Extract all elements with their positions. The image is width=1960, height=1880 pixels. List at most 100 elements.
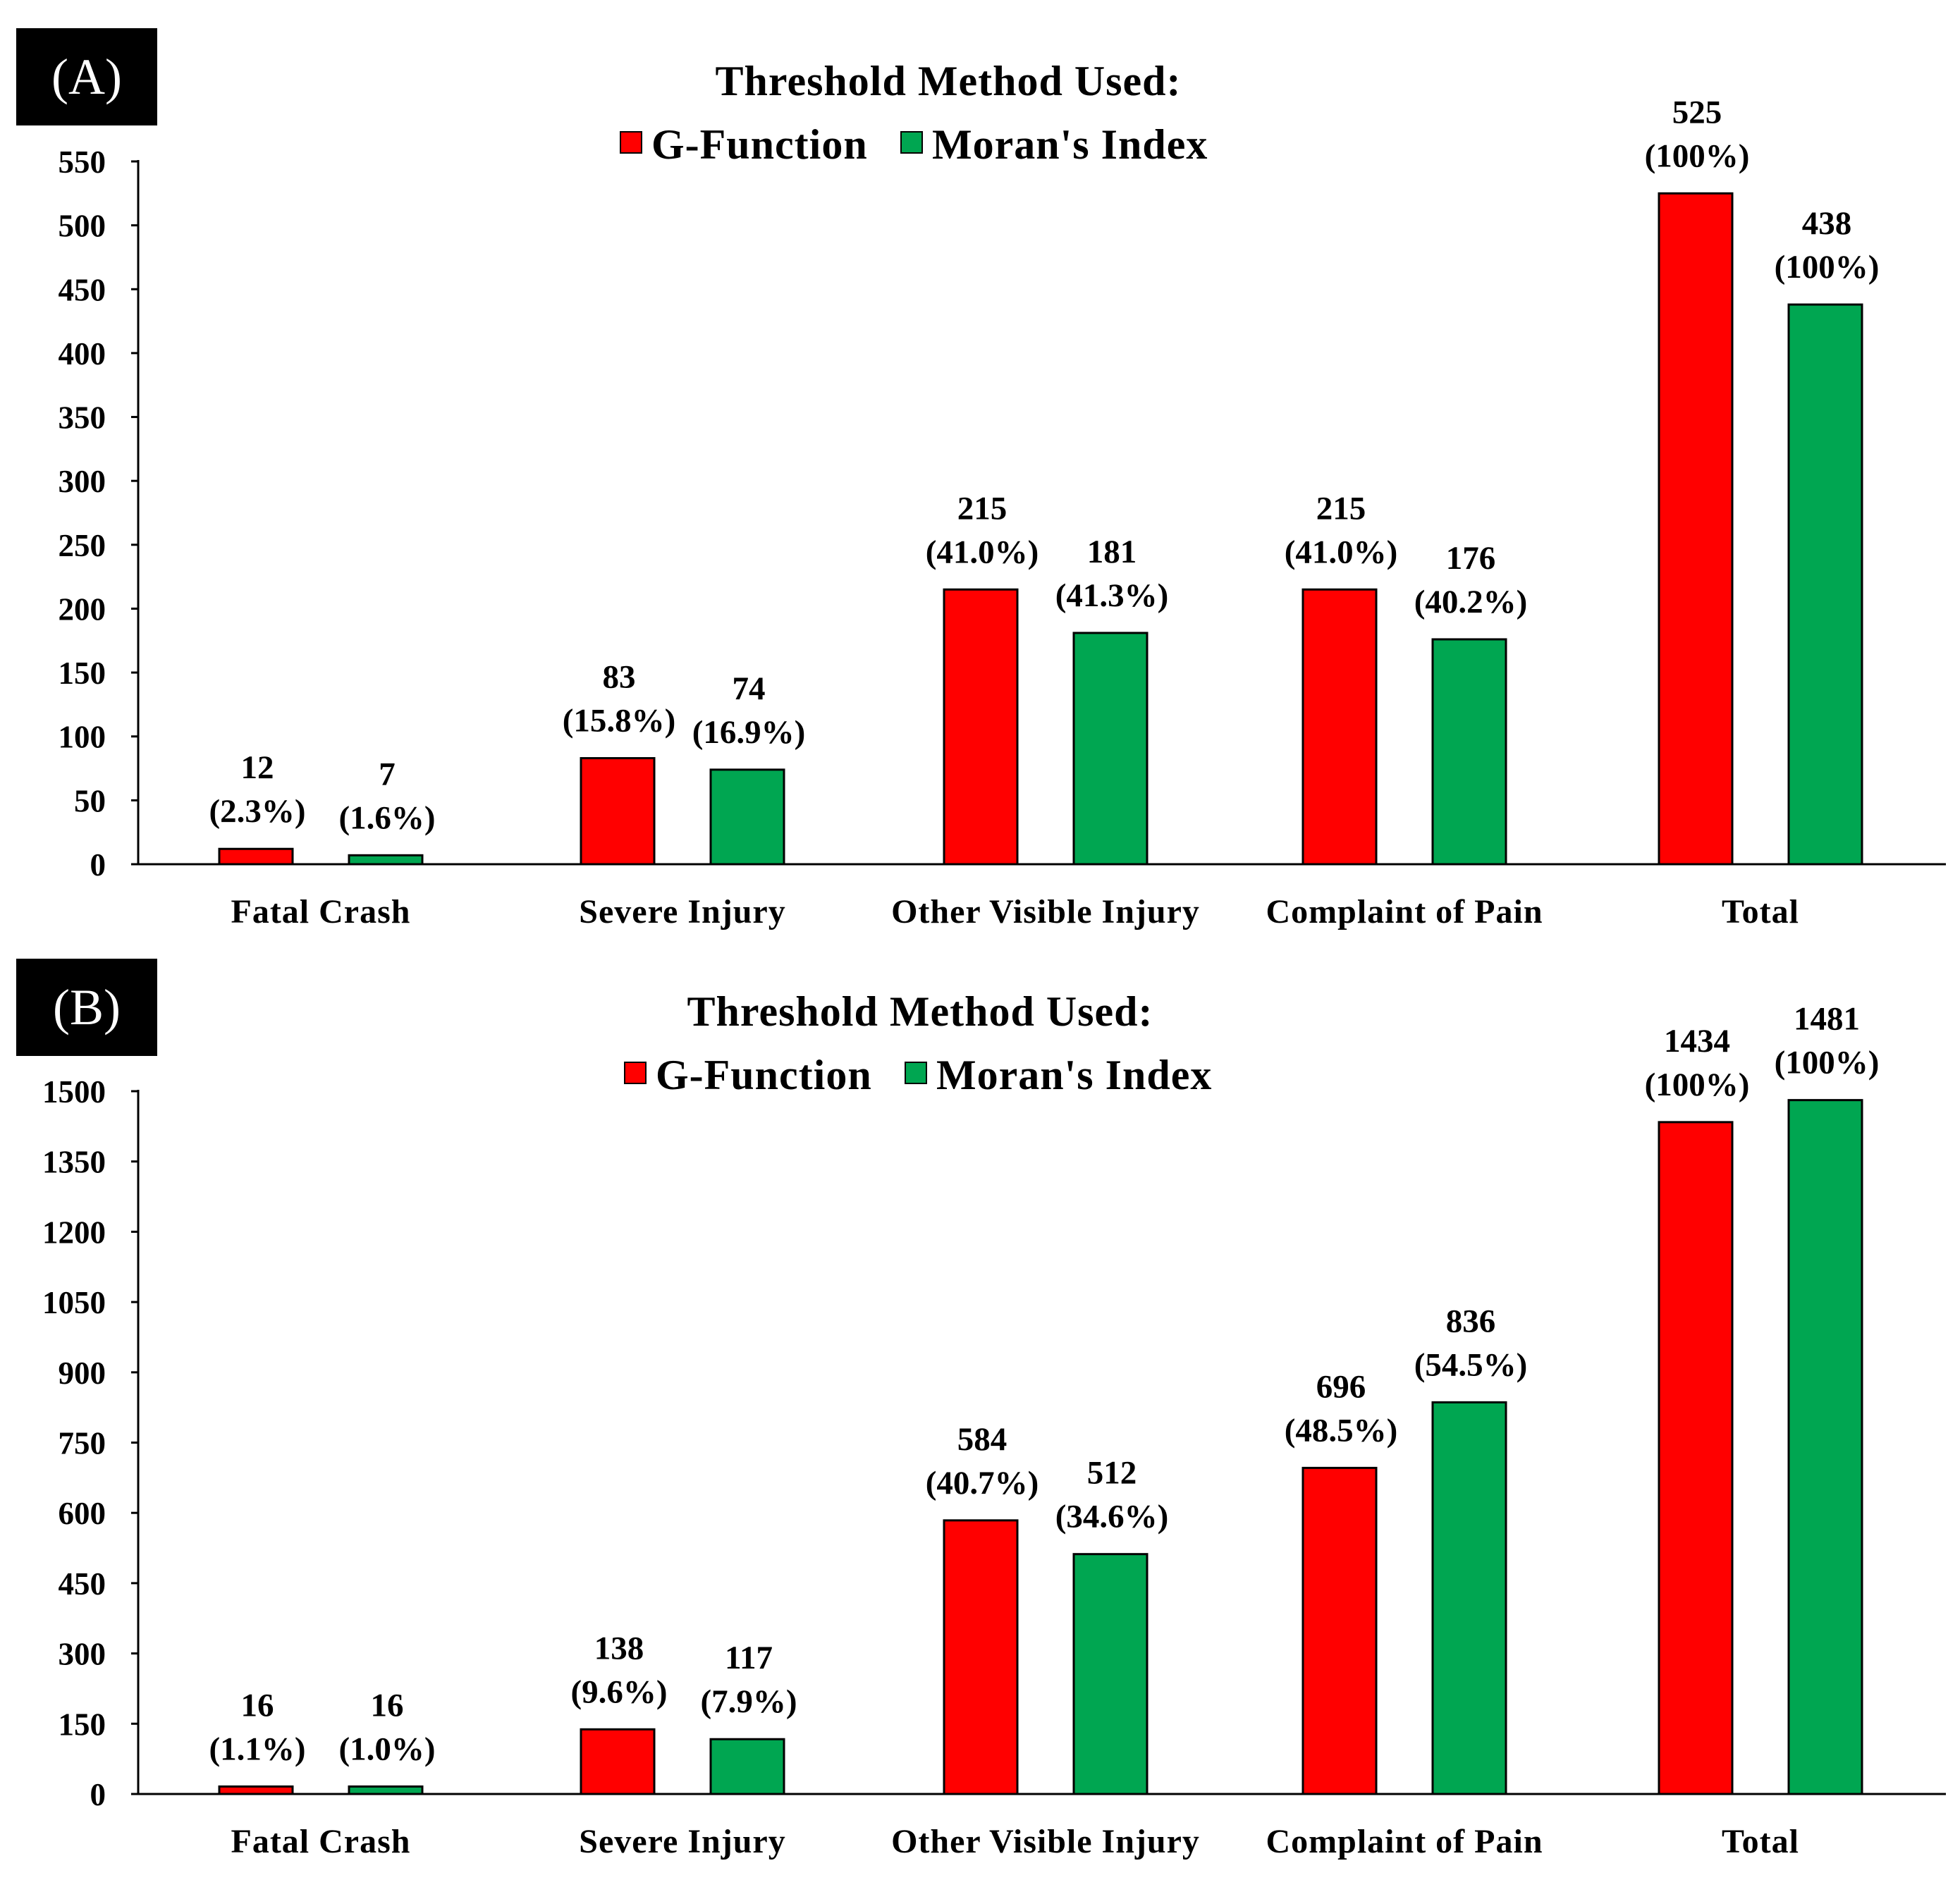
panel-b-bar-morans-index (709, 1738, 785, 1795)
panel-b-data-label-percent-morans-index: (7.9%) (700, 1683, 797, 1720)
panel-a-bar-morans-index (709, 768, 785, 866)
panel-b-data-label-percent-g-function: (100%) (1645, 1067, 1750, 1103)
panel-a-y-tick-label: 350 (59, 400, 106, 436)
panel-a-bar-g-function (1301, 588, 1378, 866)
panel-b-category-label: Total (1722, 1823, 1799, 1860)
panel-b-bar-morans-index (1787, 1099, 1863, 1795)
panel-a-legend-label-morans-index: Moran's Index (932, 121, 1208, 168)
panel-a-legend-swatch-morans-index (900, 131, 923, 154)
panel-b-chart-title: Threshold Method Used: (687, 988, 1153, 1035)
panel-b-data-label-value-g-function: 584 (957, 1421, 1007, 1458)
panel-a-data-label-percent-morans-index: (41.3%) (1055, 577, 1169, 614)
panel-a-data-label-value-morans-index: 181 (1087, 534, 1137, 570)
panel-a-bar-morans-index (1072, 632, 1149, 866)
panel-b-data-label-percent-g-function: (9.6%) (570, 1673, 667, 1710)
panel-b-bar-g-function (943, 1519, 1019, 1795)
panel-b-y-tick-label: 1500 (42, 1074, 106, 1110)
panel-b-y-tick-label: 1350 (42, 1145, 106, 1180)
panel-b-data-label-percent-g-function: (48.5%) (1285, 1412, 1398, 1449)
panel-b-data-label-percent-g-function: (1.1%) (209, 1731, 305, 1767)
panel-b-y-tick-label: 300 (59, 1637, 106, 1672)
panel-b-data-label-percent-morans-index: (1.0%) (338, 1731, 435, 1767)
panel-a-label: (A) (51, 49, 122, 105)
panel-b-legend-label-morans-index: Moran's Index (936, 1052, 1212, 1098)
panel-b-y-tick-label: 1200 (42, 1215, 106, 1250)
panel-a-y-tick-label: 100 (59, 720, 106, 755)
panel-b-category-label: Other Visible Injury (891, 1823, 1200, 1860)
panel-a-bar-g-function (1658, 192, 1734, 866)
panel-b-y-tick-label: 150 (59, 1707, 106, 1742)
panel-b-data-label-percent-morans-index: (100%) (1775, 1045, 1880, 1081)
panel-b-category-label: Severe Injury (579, 1823, 785, 1860)
panel-b-bar-morans-index (348, 1785, 424, 1795)
panel-a-data-label-percent-morans-index: (100%) (1775, 249, 1880, 285)
panel-b-category-label: Fatal Crash (231, 1823, 411, 1860)
panel-a-y-tick-label: 300 (59, 464, 106, 499)
panel-b-bar-g-function (1301, 1466, 1378, 1795)
panel-a-category-label: Fatal Crash (231, 893, 411, 930)
panel-a-y-tick-label: 450 (59, 272, 106, 307)
panel-b-legend-swatch-morans-index (905, 1062, 927, 1084)
panel-a-y-tick-label: 150 (59, 656, 106, 691)
panel-b-bar-g-function (580, 1728, 656, 1795)
panel-b-legend-swatch-g-function (624, 1062, 647, 1084)
panel-a-data-label-value-g-function: 12 (241, 749, 274, 786)
panel-a-y-tick-label: 50 (74, 783, 106, 818)
panel-a-y-tick-label: 550 (59, 145, 106, 180)
panel-b-legend-label-g-function: G-Function (656, 1052, 872, 1098)
panel-b-y-tick-label: 900 (59, 1356, 106, 1391)
panel-a-data-label-value-g-function: 215 (1316, 490, 1366, 527)
panel-a-bar-morans-index (1787, 303, 1863, 866)
panel-a-data-label-percent-g-function: (2.3%) (209, 793, 305, 830)
panel-a-y-tick-label: 250 (59, 528, 106, 563)
panel-a-data-label-value-morans-index: 74 (733, 670, 766, 707)
panel-b-data-label-value-g-function: 16 (241, 1687, 274, 1724)
panel-a-bar-g-function (580, 757, 656, 866)
panel-a-bar-morans-index (348, 854, 424, 866)
panel-a-data-label-percent-morans-index: (16.9%) (692, 714, 806, 751)
panel-a-data-label-value-morans-index: 176 (1446, 540, 1496, 577)
panel-a-legend-swatch-g-function (620, 131, 642, 154)
panel-a-data-label-percent-g-function: (15.8%) (563, 703, 676, 739)
panel-a-data-label-value-g-function: 215 (957, 490, 1007, 527)
panel-a-y-tick-label: 200 (59, 591, 106, 627)
panel-b-data-label-percent-g-function: (40.7%) (926, 1465, 1039, 1501)
panel-a-y-tick-label: 400 (59, 336, 106, 371)
panel-b-y-tick-label: 0 (90, 1777, 106, 1812)
panel-a-category-label: Other Visible Injury (891, 893, 1200, 930)
panel-b-y-tick-label: 450 (59, 1566, 106, 1602)
panel-b-data-label-value-morans-index: 836 (1446, 1303, 1496, 1339)
panel-b-bar-g-function (1658, 1121, 1734, 1795)
panel-b-data-label-value-g-function: 696 (1316, 1368, 1366, 1405)
panel-b-y-tick-label: 600 (59, 1496, 106, 1531)
panel-a-bar-g-function (218, 847, 294, 866)
panel-a-data-label-percent-g-function: (100%) (1645, 137, 1750, 174)
panel-a-data-label-percent-morans-index: (40.2%) (1414, 584, 1528, 620)
panel-b-data-label-percent-morans-index: (34.6%) (1055, 1499, 1169, 1535)
panel-b-data-label-percent-morans-index: (54.5%) (1414, 1346, 1528, 1383)
panel-b-data-label-value-morans-index: 512 (1087, 1455, 1137, 1492)
panel-a-category-label: Total (1722, 893, 1799, 930)
panel-a-y-tick-label: 500 (59, 209, 106, 244)
panel-a-category-label: Severe Injury (579, 893, 785, 930)
panel-b-data-label-value-morans-index: 117 (725, 1640, 773, 1676)
panel-a-bar-g-function (943, 588, 1019, 866)
panel-b-data-label-value-morans-index: 1481 (1794, 1001, 1860, 1038)
panel-a-chart-title: Threshold Method Used: (716, 58, 1182, 104)
panel-b-label: (B) (53, 979, 121, 1036)
panel-a-bar-morans-index (1431, 638, 1507, 866)
panel-a-category-label: Complaint of Pain (1266, 893, 1543, 930)
panel-b-category-label: Complaint of Pain (1266, 1823, 1543, 1860)
panel-b-bar-g-function (218, 1785, 294, 1795)
panel-a-label-box (16, 28, 157, 125)
panel-b-bar-morans-index (1431, 1401, 1507, 1795)
panel-b-data-label-value-morans-index: 16 (371, 1687, 404, 1724)
panel-a-data-label-value-morans-index: 7 (379, 756, 396, 792)
panel-a-data-label-percent-g-function: (41.0%) (1285, 534, 1398, 570)
panel-a-data-label-percent-morans-index: (1.6%) (338, 799, 435, 836)
panel-b-bar-morans-index (1072, 1553, 1149, 1795)
panel-b-y-tick-label: 1050 (42, 1285, 106, 1320)
panel-b-data-label-value-g-function: 138 (594, 1630, 644, 1666)
